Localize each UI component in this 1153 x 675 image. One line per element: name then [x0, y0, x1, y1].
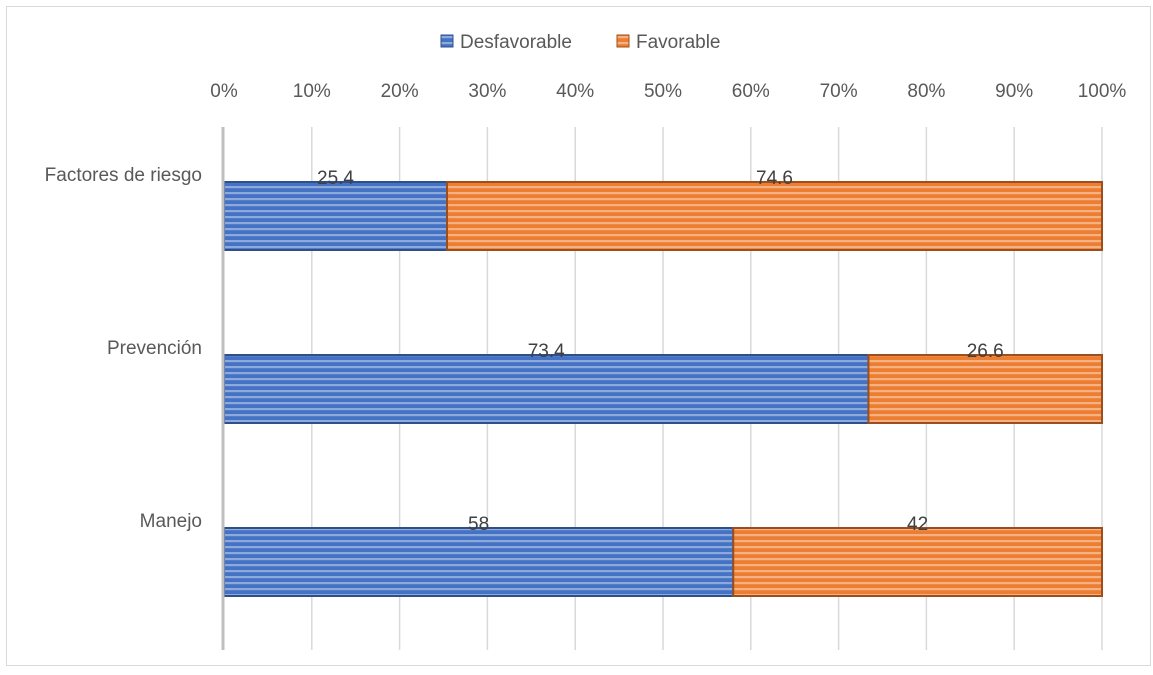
data-label: 58: [468, 514, 489, 535]
x-tick-label: 80%: [907, 81, 945, 102]
data-label: 26.6: [967, 341, 1004, 362]
x-tick-label: 10%: [293, 81, 331, 102]
x-tick-label: 30%: [468, 81, 506, 102]
legend: Desfavorable Favorable: [440, 32, 721, 53]
x-tick-label: 90%: [995, 81, 1033, 102]
category-labels: Factores de riesgo Prevención Manejo: [45, 165, 202, 532]
x-tick-label: 20%: [381, 81, 419, 102]
data-labels: 25.4 74.6 73.4 26.6 58 42: [317, 168, 1004, 535]
x-tick-label: 100%: [1078, 81, 1127, 102]
category-label: Manejo: [140, 511, 202, 532]
bar-favorable: [446, 181, 1103, 251]
x-tick-label: 70%: [820, 81, 858, 102]
legend-label: Favorable: [636, 32, 721, 53]
x-axis-ticks: 0% 10% 20% 30% 40% 50% 60% 70% 80% 90% 100%: [210, 81, 1126, 102]
legend-label: Desfavorable: [460, 32, 572, 53]
bar-desfavorable: [223, 354, 870, 424]
x-tick-label: 60%: [732, 81, 770, 102]
bar-favorable: [732, 527, 1103, 597]
x-tick-label: 0%: [210, 81, 238, 102]
data-label: 25.4: [317, 168, 354, 189]
bar-favorable: [867, 354, 1104, 424]
bars: [223, 181, 1104, 597]
data-label: 74.6: [756, 168, 793, 189]
x-tick-label: 50%: [644, 81, 682, 102]
data-label: 73.4: [528, 341, 565, 362]
legend-swatch: [440, 34, 454, 48]
category-label: Prevención: [107, 338, 202, 359]
legend-swatch: [616, 34, 630, 48]
category-label: Factores de riesgo: [45, 165, 202, 186]
data-label: 42: [907, 514, 928, 535]
bar-desfavorable: [223, 181, 449, 251]
bar-desfavorable: [223, 527, 735, 597]
x-tick-label: 40%: [556, 81, 594, 102]
